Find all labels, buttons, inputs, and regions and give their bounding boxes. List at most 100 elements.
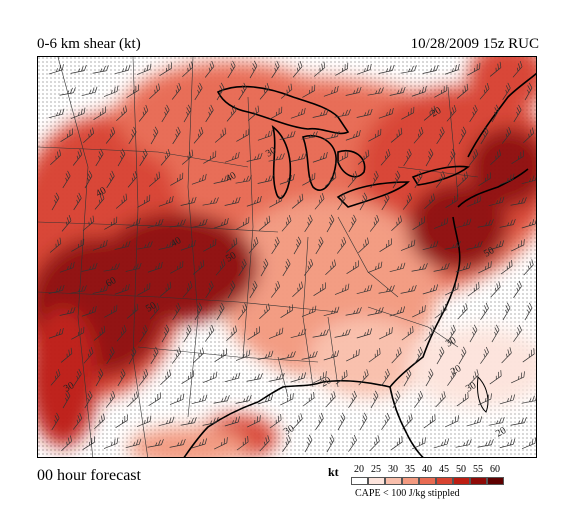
wind-barb: [402, 192, 413, 210]
contour-label: 30: [464, 380, 478, 395]
wind-barb: [467, 282, 480, 297]
wind-barb: [214, 348, 227, 363]
wind-barb: [433, 263, 450, 272]
wind-barb: [115, 193, 128, 209]
wind-barb: [191, 173, 207, 185]
wind-barb: [348, 434, 357, 452]
wind-barb: [304, 434, 313, 453]
wind-barb: [181, 370, 194, 385]
wind-barb: [137, 194, 151, 208]
legend-swatch-25: [368, 477, 385, 485]
wind-barb: [411, 85, 427, 97]
wind-barb: [368, 348, 381, 363]
wind-barb: [71, 326, 85, 340]
wind-barb: [128, 126, 137, 145]
wind-barb: [258, 215, 271, 231]
wind-barb: [291, 193, 304, 209]
wind-barb: [325, 259, 336, 276]
wind-barb: [512, 61, 523, 78]
wind-barb: [302, 392, 315, 407]
wind-barb: [257, 394, 273, 405]
wind-barb: [369, 214, 380, 232]
wind-barb: [125, 438, 142, 449]
wind-barb: [136, 63, 152, 75]
contour-label: 20: [494, 425, 508, 440]
wind-barb: [148, 392, 161, 407]
wind-barb: [391, 347, 402, 364]
wind-barb: [158, 240, 175, 250]
wind-barb: [315, 412, 324, 430]
wind-barb: [434, 304, 447, 319]
wind-barb: [183, 324, 192, 343]
wind-barb: [161, 104, 170, 123]
wind-barb: [501, 126, 512, 144]
legend-swatch-20: [351, 477, 368, 485]
wind-barb: [280, 304, 293, 319]
wind-barb: [246, 373, 263, 382]
wind-barb: [521, 174, 536, 185]
wind-barb: [380, 149, 391, 166]
wind-barb: [368, 128, 382, 142]
wind-barb: [445, 283, 459, 296]
wind-barb: [510, 417, 527, 426]
wind-barb: [359, 192, 368, 211]
wind-barb: [73, 368, 82, 387]
wind-barb: [138, 104, 149, 122]
wind-barb: [513, 280, 522, 298]
wind-barb: [268, 153, 285, 162]
wind-barb: [235, 175, 252, 184]
wind-barb: [412, 305, 426, 318]
wind-barb: [499, 219, 516, 228]
wind-barb: [466, 416, 483, 427]
wind-barb: [150, 346, 159, 365]
wind-barb: [61, 215, 72, 232]
wind-barb: [336, 236, 347, 254]
wind-barb: [435, 391, 446, 408]
legend-label-50: 50: [456, 464, 466, 475]
wind-barb: [238, 82, 247, 101]
wind-barb: [224, 416, 240, 427]
wind-barb: [147, 261, 163, 273]
wind-barb: [160, 149, 171, 166]
wind-barb: [84, 170, 93, 189]
wind-barb: [370, 390, 379, 409]
wind-barb: [392, 390, 401, 409]
wind-barb: [412, 216, 425, 231]
wind-barb: [367, 307, 384, 316]
wind-barb: [70, 285, 87, 294]
contour-label: 30: [282, 423, 296, 438]
wind-barb: [290, 328, 307, 339]
wind-barb: [389, 262, 406, 273]
legend-label-40: 40: [422, 464, 432, 475]
wind-barb: [489, 61, 502, 77]
wind-barb: [279, 351, 296, 360]
wind-barb: [313, 371, 327, 384]
wind-barb: [59, 306, 76, 316]
legend-swatch-45: [436, 477, 453, 485]
wind-barb: [347, 171, 358, 188]
wind-barb: [117, 368, 126, 387]
wind-barb: [226, 105, 237, 122]
wind-barb: [458, 346, 467, 365]
contour-label: 50: [224, 250, 238, 265]
wind-barb: [411, 437, 426, 450]
wind-barb: [499, 173, 515, 185]
wind-barb: [488, 417, 505, 426]
wind-barb: [490, 149, 501, 166]
wind-barb: [259, 303, 270, 320]
wind-barbs: [48, 60, 536, 453]
wind-barb: [203, 150, 217, 164]
wind-barb: [478, 172, 491, 187]
wind-barb: [334, 109, 351, 118]
wind-barb: [356, 63, 372, 75]
wind-barb: [524, 302, 533, 321]
wind-barb: [191, 218, 208, 228]
wind-barb: [348, 390, 357, 408]
wind-barb: [114, 283, 130, 295]
wind-barb: [259, 83, 270, 100]
wind-barb: [346, 349, 360, 362]
wind-barb: [356, 284, 373, 295]
wind-barb: [313, 61, 326, 77]
wind-barb: [213, 174, 230, 184]
wind-barb: [335, 370, 348, 385]
